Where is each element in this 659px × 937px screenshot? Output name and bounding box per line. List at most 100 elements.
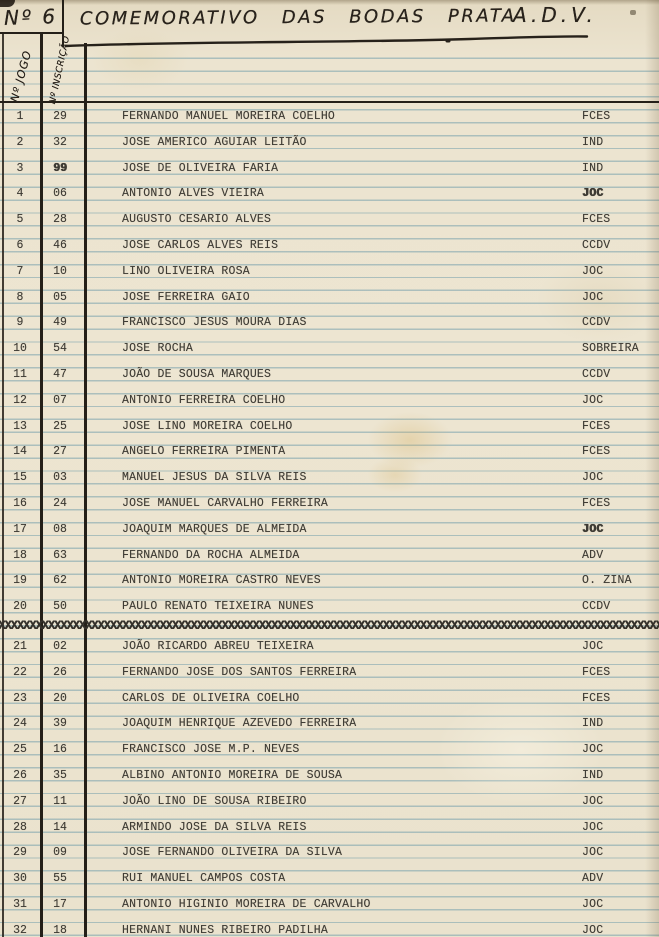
game-number-cell: 31: [13, 897, 27, 911]
club-code-cell: JOC: [582, 923, 604, 937]
game-number-cell: 11: [13, 367, 27, 381]
club-code-cell: JOC: [582, 639, 604, 653]
table-row: 13 25 JOSE LINO MOREIRA COELHO FCES: [0, 414, 659, 440]
table-row: 20 50 PAULO RENATO TEIXEIRA NUNES CCDV: [0, 594, 659, 620]
table-row: 14 27 ANGELO FERREIRA PIMENTA FCES: [0, 439, 659, 465]
game-number-cell: 18: [13, 548, 27, 562]
inscription-number-cell: 39: [53, 717, 67, 731]
member-name-cell: JOÃO DE SOUSA MARQUES: [122, 367, 272, 381]
club-code-cell: SOBREIRA: [582, 342, 639, 356]
inscription-number-cell: 32: [53, 135, 67, 149]
table-row: 29 09 JOSE FERNANDO OLIVEIRA DA SILVA JOC: [0, 840, 659, 866]
game-number-cell: 14: [13, 445, 27, 459]
club-code-cell: JOC: [582, 522, 604, 536]
club-code-cell: IND: [582, 135, 604, 149]
inscription-number-cell: 18: [53, 923, 67, 937]
ink-speck: [630, 10, 636, 15]
game-number-cell: 1: [16, 110, 24, 123]
table-row: 27 11 JOÃO LINO DE SOUSA RIBEIRO JOC: [0, 789, 659, 815]
table-row: 6 46 JOSE CARLOS ALVES REIS CCDV: [0, 233, 659, 259]
inscription-number-cell: 63: [53, 548, 67, 562]
header-bottom-line: [0, 101, 659, 104]
game-number-cell: 2: [16, 135, 24, 149]
club-code-cell: JOC: [582, 794, 604, 808]
club-code-cell: CCDV: [582, 367, 611, 381]
inscription-number-cell: 17: [53, 897, 67, 911]
game-number-cell: 32: [13, 923, 27, 937]
table-row: 28 14 ARMINDO JOSE DA SILVA REIS JOC: [0, 815, 659, 841]
club-code-cell: FCES: [582, 665, 611, 679]
inscription-number-cell: 05: [53, 290, 67, 304]
scan-corner-blot: [0, 0, 15, 7]
club-code-cell: JOC: [582, 897, 604, 911]
member-name-cell: FRANCISCO JESUS MOURA DIAS: [122, 316, 307, 330]
club-code-cell: JOC: [582, 471, 604, 485]
table-row: 21 02 JOÃO RICARDO ABREU TEIXEIRA JOC: [0, 634, 659, 660]
inscription-number-cell: 28: [53, 213, 67, 227]
club-code-cell: JOC: [582, 393, 604, 407]
member-name-cell: ANTONIO ALVES VIEIRA: [122, 187, 265, 201]
inscription-number-cell: 16: [53, 743, 67, 757]
member-name-cell: FRANCISCO JOSE M.P. NEVES: [122, 743, 300, 757]
club-code-cell: CCDV: [582, 238, 611, 252]
inscription-number-cell: 62: [53, 574, 67, 588]
member-name-cell: FERNANDO JOSE DOS SANTOS FERREIRA: [122, 665, 357, 679]
game-number-cell: 13: [13, 419, 27, 433]
member-name-cell: JOSE FERNANDO OLIVEIRA DA SILVA: [122, 846, 343, 860]
game-number-cell: 10: [13, 342, 27, 356]
inscription-number-cell: 25: [53, 419, 67, 433]
game-number-cell: 22: [13, 665, 27, 679]
club-code-cell: FCES: [582, 419, 611, 433]
inscription-number-cell: 24: [53, 496, 67, 510]
table-row: 12 07 ANTONIO FERREIRA COELHO JOC: [0, 388, 659, 414]
club-code-cell: O. ZINA: [582, 574, 632, 588]
member-name-cell: ANTONIO HIGINIO MOREIRA DE CARVALHO: [122, 897, 371, 911]
game-number-cell: 15: [13, 471, 27, 485]
col-header-game-number: Nº JOGO: [8, 48, 35, 104]
game-number-cell: 23: [13, 691, 27, 705]
member-name-cell: JOSE AMERICO AGUIAR LEITÃO: [122, 135, 307, 149]
page-title: COMEMORATIVO DAS BODAS PRATA: [79, 5, 517, 30]
table-row: 24 39 JOAQUIM HENRIQUE AZEVEDO FERREIRA IND: [0, 711, 659, 737]
game-number-cell: 30: [13, 872, 27, 886]
game-number-cell: 3: [16, 161, 24, 175]
member-name-cell: JOÃO RICARDO ABREU TEIXEIRA: [122, 639, 314, 653]
inscription-number-cell: 08: [53, 522, 67, 536]
game-number-cell: 26: [13, 768, 27, 782]
club-code-cell: FCES: [582, 496, 611, 510]
club-code-cell: FCES: [582, 110, 611, 123]
club-code-cell: JOC: [582, 264, 604, 278]
inscription-number-cell: 11: [53, 794, 67, 808]
col-header-inscription-number: Nº INSCRIÇÃO: [48, 34, 73, 106]
game-number-cell: 9: [16, 316, 24, 330]
member-name-cell: FERNANDO DA ROCHA ALMEIDA: [122, 548, 300, 562]
club-code-cell: FCES: [582, 691, 611, 705]
member-name-cell: HERNANI NUNES RIBEIRO PADILHA: [122, 923, 328, 937]
club-code-cell: CCDV: [582, 316, 611, 330]
member-name-cell: LINO OLIVEIRA ROSA: [122, 264, 250, 278]
inscription-number-cell: 50: [53, 600, 67, 614]
table-row: 8 05 JOSE FERREIRA GAIO JOC: [0, 285, 659, 311]
game-number-cell: 21: [13, 639, 27, 653]
member-name-cell: JOAQUIM HENRIQUE AZEVEDO FERREIRA: [122, 717, 357, 731]
member-name-cell: ANGELO FERREIRA PIMENTA: [122, 445, 286, 459]
typed-x-separator: XXXXXXXXXXXXXXXXXXXXXXXXXXXXXXXXXXXXXXXX…: [0, 619, 659, 633]
table-row: 25 16 FRANCISCO JOSE M.P. NEVES JOC: [0, 737, 659, 763]
inscription-number-cell: 54: [53, 342, 67, 356]
header-top-line: [0, 32, 64, 34]
game-number-cell: 16: [13, 496, 27, 510]
table-row: 18 63 FERNANDO DA ROCHA ALMEIDA ADV: [0, 543, 659, 569]
member-name-cell: JOSE MANUEL CARVALHO FERREIRA: [122, 496, 328, 510]
game-number-cell: 20: [13, 600, 27, 614]
club-code-cell: JOC: [582, 820, 604, 834]
table-row: 7 10 LINO OLIVEIRA ROSA JOC: [0, 259, 659, 285]
member-name-cell: JOSE LINO MOREIRA COELHO: [122, 419, 293, 433]
table-row: 3 99 JOSE DE OLIVEIRA FARIA IND: [0, 156, 659, 182]
table-row: 4 06 ANTONIO ALVES VIEIRA JOC: [0, 181, 659, 207]
inscription-number-cell: 07: [53, 393, 67, 407]
table-row: 19 62 ANTONIO MOREIRA CASTRO NEVES O. ZINA: [0, 568, 659, 594]
game-number-cell: 28: [13, 820, 27, 834]
game-number-cell: 5: [16, 213, 24, 227]
member-name-cell: RUI MANUEL CAMPOS COSTA: [122, 872, 286, 886]
